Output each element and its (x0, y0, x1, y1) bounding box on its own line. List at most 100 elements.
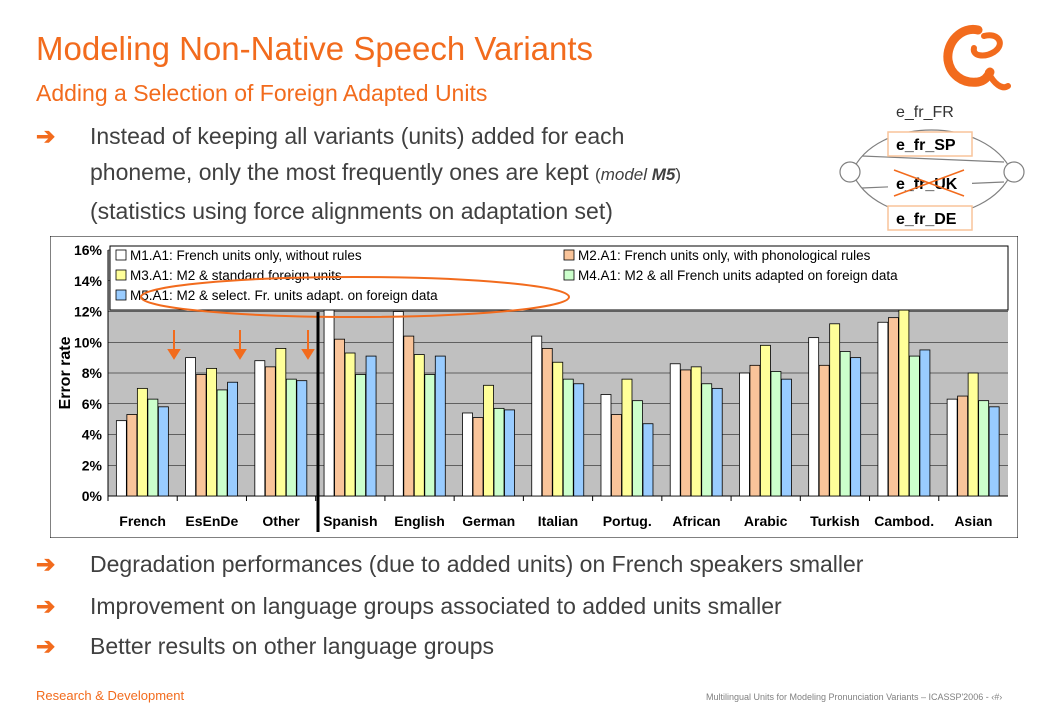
highlight-ellipse (140, 276, 570, 318)
bar (967, 372, 979, 497)
x-tick-label: Turkish (810, 513, 860, 529)
bullet-item: ➔ Instead of keeping all variants (units… (36, 118, 826, 226)
y-axis-label: Error rate (57, 336, 74, 409)
bar (898, 303, 910, 497)
chart-legend (109, 245, 1009, 311)
bar (642, 423, 654, 497)
bar (493, 407, 505, 497)
y-tick-label: 8% (82, 365, 103, 381)
bar (285, 378, 297, 497)
bar (413, 354, 425, 497)
bar (195, 374, 207, 497)
legend-swatch (115, 289, 127, 301)
bar (611, 414, 622, 497)
bullet-text: Improvement on language groups associate… (90, 593, 782, 619)
x-tick-label: Portug. (603, 513, 652, 529)
bar (504, 409, 515, 497)
bar (850, 357, 862, 497)
bar (909, 355, 920, 497)
bar (403, 335, 415, 497)
bar (126, 414, 138, 497)
bullet-text: phoneme, only the most frequently ones a… (90, 159, 682, 185)
x-tick-label: French (119, 513, 166, 529)
bar (808, 337, 820, 497)
company-logo (943, 24, 1011, 91)
y-tick-label: 6% (82, 396, 103, 412)
bar (600, 394, 612, 497)
arrow-bullet-icon: ➔ (36, 633, 56, 659)
bar (988, 406, 1000, 497)
bar (621, 378, 633, 497)
y-tick-label: 0% (82, 488, 103, 504)
arrow-bullet-icon: ➔ (36, 593, 56, 619)
x-tick-label: Cambod. (874, 513, 934, 529)
bar (690, 366, 702, 497)
bar (424, 374, 436, 497)
bar (957, 395, 969, 497)
bullet-text: Degradation performances (due to added u… (90, 551, 864, 577)
legend-entry: M4.A1: M2 & all French units adapted on … (578, 268, 898, 283)
bar (206, 367, 217, 497)
x-tick-label: Spanish (323, 513, 377, 529)
y-tick-label: 14% (74, 273, 103, 289)
x-tick-label: Italian (538, 513, 578, 529)
bar (472, 417, 484, 497)
bar (552, 361, 564, 497)
bar (888, 317, 899, 497)
bar (157, 406, 169, 497)
bar (115, 420, 127, 497)
bar (770, 371, 782, 497)
legend-swatch (115, 249, 127, 261)
legend-swatch (115, 269, 127, 281)
legend-swatch (563, 249, 575, 261)
bar (365, 355, 377, 497)
legend-entry: M3.A1: M2 & standard foreign units (130, 268, 342, 283)
bar (760, 344, 771, 497)
x-tick-label: Arabic (744, 513, 788, 529)
bar (781, 378, 792, 497)
y-tick-label: 16% (74, 242, 103, 258)
y-tick-label: 4% (82, 427, 103, 443)
bar (392, 311, 404, 497)
y-tick-label: 10% (74, 334, 103, 350)
bar (227, 381, 238, 497)
bar (434, 355, 446, 497)
diagram-label-sp: e_fr_SP (896, 137, 956, 154)
bar (919, 349, 931, 497)
x-tick-label: German (462, 513, 515, 529)
legend-swatch (563, 269, 575, 281)
diagram-start-node (839, 161, 861, 183)
bar (541, 348, 553, 497)
x-tick-label: Other (262, 513, 300, 529)
legend-entry: M2.A1: French units only, with phonologi… (578, 248, 871, 263)
diagram-arc-top (851, 129, 1013, 173)
bar (701, 383, 713, 497)
x-tick-label: African (672, 513, 720, 529)
diagram-label-fr: e_fr_FR (896, 104, 954, 121)
bar (877, 321, 889, 497)
bullet-item: ➔ Better results on other language group… (36, 628, 1026, 664)
bar (216, 389, 228, 497)
bar (739, 372, 750, 497)
bullet-text: (statistics using force alignments on ad… (90, 198, 613, 224)
bar (632, 400, 643, 497)
arrow-bullet-icon: ➔ (36, 551, 56, 577)
bar (749, 364, 761, 497)
legend-entry: M5.A1: M2 & select. Fr. units adapt. on … (130, 288, 438, 303)
bullet-item: ➔ Degradation performances (due to added… (36, 546, 1026, 582)
bar (275, 348, 287, 497)
diagram-end-node (1003, 161, 1025, 183)
bar (147, 398, 159, 497)
bar (254, 360, 266, 497)
x-tick-label: English (394, 513, 445, 529)
unit-variants-diagram: e_fr_FR e_fr_SP e_fr_UK e_fr_DE (839, 100, 1025, 231)
y-tick-label: 2% (82, 457, 103, 473)
bar (680, 369, 692, 497)
bar (978, 400, 990, 497)
slide-subtitle: Adding a Selection of Foreign Adapted Un… (36, 80, 488, 106)
bar (344, 352, 356, 497)
footer-department: Research & Development (36, 688, 185, 703)
slide-title: Modeling Non-Native Speech Variants (36, 30, 594, 67)
arrow-bullet-icon: ➔ (36, 123, 56, 149)
bar (334, 338, 345, 497)
